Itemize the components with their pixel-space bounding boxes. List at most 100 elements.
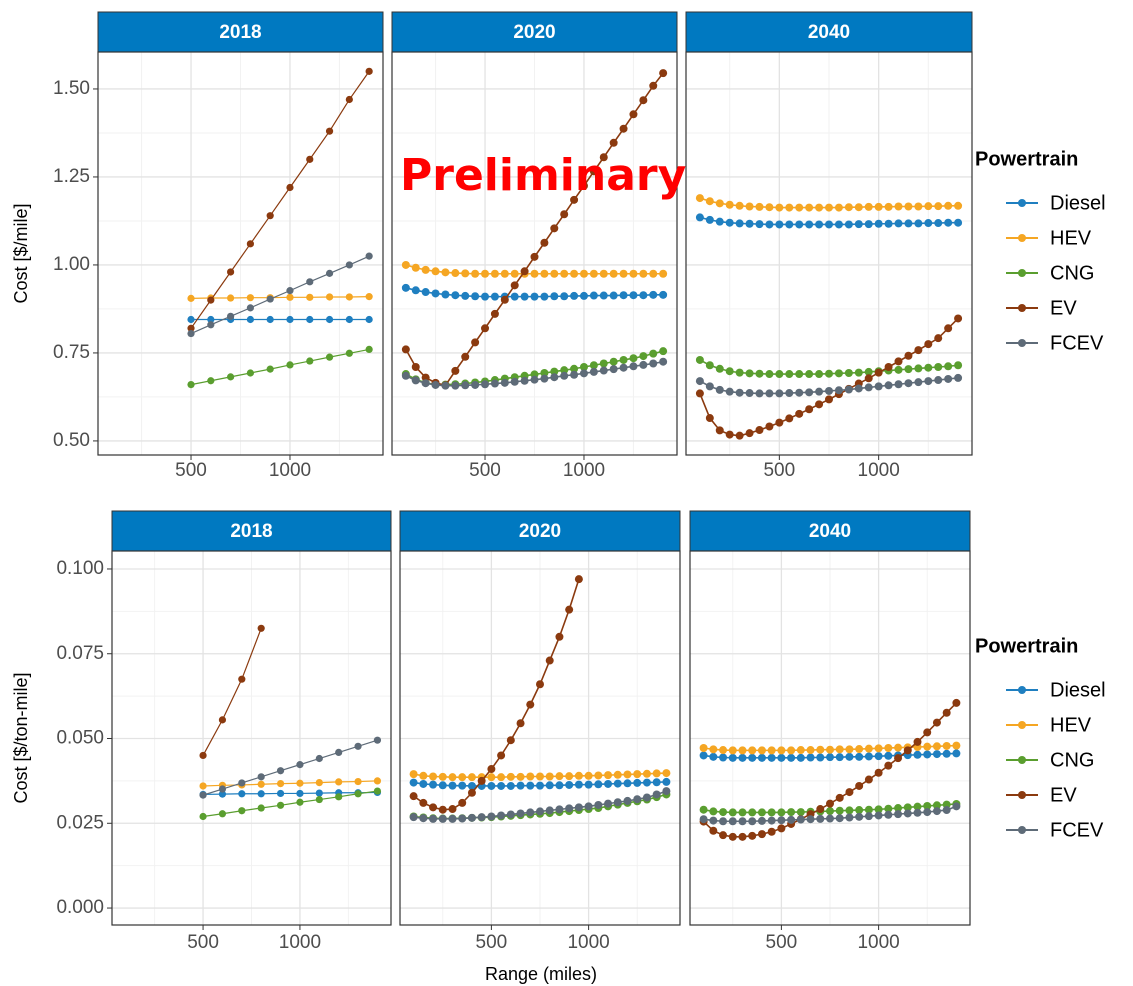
data-point bbox=[536, 807, 544, 816]
data-point bbox=[471, 338, 480, 347]
data-point bbox=[795, 409, 804, 418]
data-point bbox=[409, 792, 418, 801]
data-point bbox=[487, 812, 496, 821]
data-point bbox=[335, 793, 343, 801]
data-point bbox=[335, 748, 343, 757]
data-point bbox=[536, 680, 544, 689]
data-point bbox=[738, 817, 747, 826]
data-point bbox=[815, 220, 824, 229]
series-line bbox=[190, 71, 370, 329]
data-point bbox=[864, 374, 873, 383]
data-point bbox=[719, 808, 728, 817]
legend-marker bbox=[1018, 826, 1026, 834]
data-point bbox=[795, 203, 804, 212]
data-point bbox=[864, 812, 873, 821]
data-point bbox=[924, 363, 933, 372]
data-point bbox=[286, 315, 294, 324]
data-point bbox=[835, 814, 844, 823]
data-point bbox=[467, 781, 476, 790]
data-point bbox=[296, 761, 304, 769]
data-point bbox=[458, 798, 467, 807]
legend-title: Powertrain bbox=[975, 148, 1078, 170]
data-point bbox=[932, 750, 941, 759]
data-point bbox=[904, 219, 913, 228]
data-point bbox=[874, 202, 883, 211]
facet-strip bbox=[685, 11, 973, 53]
data-point bbox=[448, 814, 457, 823]
legend-label: EV bbox=[1050, 784, 1077, 806]
data-point bbox=[816, 753, 825, 762]
data-point bbox=[510, 377, 519, 386]
data-point bbox=[775, 418, 784, 427]
data-point bbox=[954, 361, 963, 370]
x-tick-label: 500 bbox=[763, 460, 795, 481]
data-point bbox=[555, 805, 564, 814]
data-point bbox=[695, 194, 704, 203]
data-point bbox=[609, 138, 618, 147]
data-point bbox=[477, 776, 486, 785]
data-point bbox=[257, 624, 265, 632]
legend-label: CNG bbox=[1050, 262, 1094, 284]
data-point bbox=[662, 769, 671, 778]
data-point bbox=[884, 363, 893, 372]
data-point bbox=[227, 294, 235, 302]
data-point bbox=[421, 373, 430, 382]
data-point bbox=[826, 807, 834, 816]
data-point bbox=[448, 781, 457, 790]
data-point bbox=[775, 389, 784, 398]
data-point bbox=[579, 369, 588, 378]
data-point bbox=[594, 771, 603, 780]
data-point bbox=[365, 315, 373, 324]
data-point bbox=[451, 269, 460, 278]
data-point bbox=[560, 366, 569, 375]
data-point bbox=[441, 381, 450, 390]
data-point bbox=[705, 197, 714, 206]
data-point bbox=[207, 321, 215, 329]
data-point bbox=[854, 203, 863, 212]
data-point bbox=[421, 379, 430, 388]
data-point bbox=[748, 817, 757, 826]
data-point bbox=[579, 291, 588, 300]
data-point bbox=[565, 780, 574, 789]
y-tick-label: 0.025 bbox=[56, 812, 104, 833]
data-point bbox=[238, 807, 246, 815]
data-point bbox=[874, 805, 883, 814]
data-point bbox=[325, 353, 334, 361]
data-point bbox=[429, 814, 438, 823]
data-point bbox=[699, 744, 708, 753]
facet-title: 2020 bbox=[513, 22, 555, 43]
y-tick-label: 0.050 bbox=[56, 728, 104, 749]
data-point bbox=[276, 780, 285, 788]
data-point bbox=[924, 340, 933, 349]
data-point bbox=[855, 745, 864, 754]
data-point bbox=[745, 202, 754, 211]
data-point bbox=[725, 218, 734, 227]
data-point bbox=[401, 371, 410, 380]
data-point bbox=[570, 195, 579, 204]
data-point bbox=[884, 761, 893, 770]
data-point bbox=[894, 357, 903, 366]
facet-title: 2040 bbox=[809, 521, 851, 542]
data-point bbox=[923, 808, 932, 817]
legend-title: Powertrain bbox=[975, 635, 1078, 657]
data-point bbox=[795, 388, 804, 397]
data-point bbox=[639, 291, 648, 300]
y-tick-label: 0.50 bbox=[53, 430, 90, 451]
data-point bbox=[574, 771, 583, 780]
data-point bbox=[757, 753, 766, 762]
data-point bbox=[705, 382, 714, 391]
data-point bbox=[490, 379, 499, 388]
y-axis-title: Cost [$/mile] bbox=[11, 203, 31, 303]
data-point bbox=[662, 777, 671, 786]
data-point bbox=[884, 744, 893, 753]
y-axis-title: Cost [$/ton-mile] bbox=[11, 672, 31, 803]
data-point bbox=[695, 355, 704, 364]
data-point bbox=[623, 779, 632, 788]
data-point bbox=[461, 381, 470, 390]
data-point bbox=[451, 291, 460, 300]
data-point bbox=[633, 778, 642, 787]
data-point bbox=[662, 787, 671, 796]
data-point bbox=[246, 240, 254, 248]
data-point bbox=[604, 771, 613, 780]
